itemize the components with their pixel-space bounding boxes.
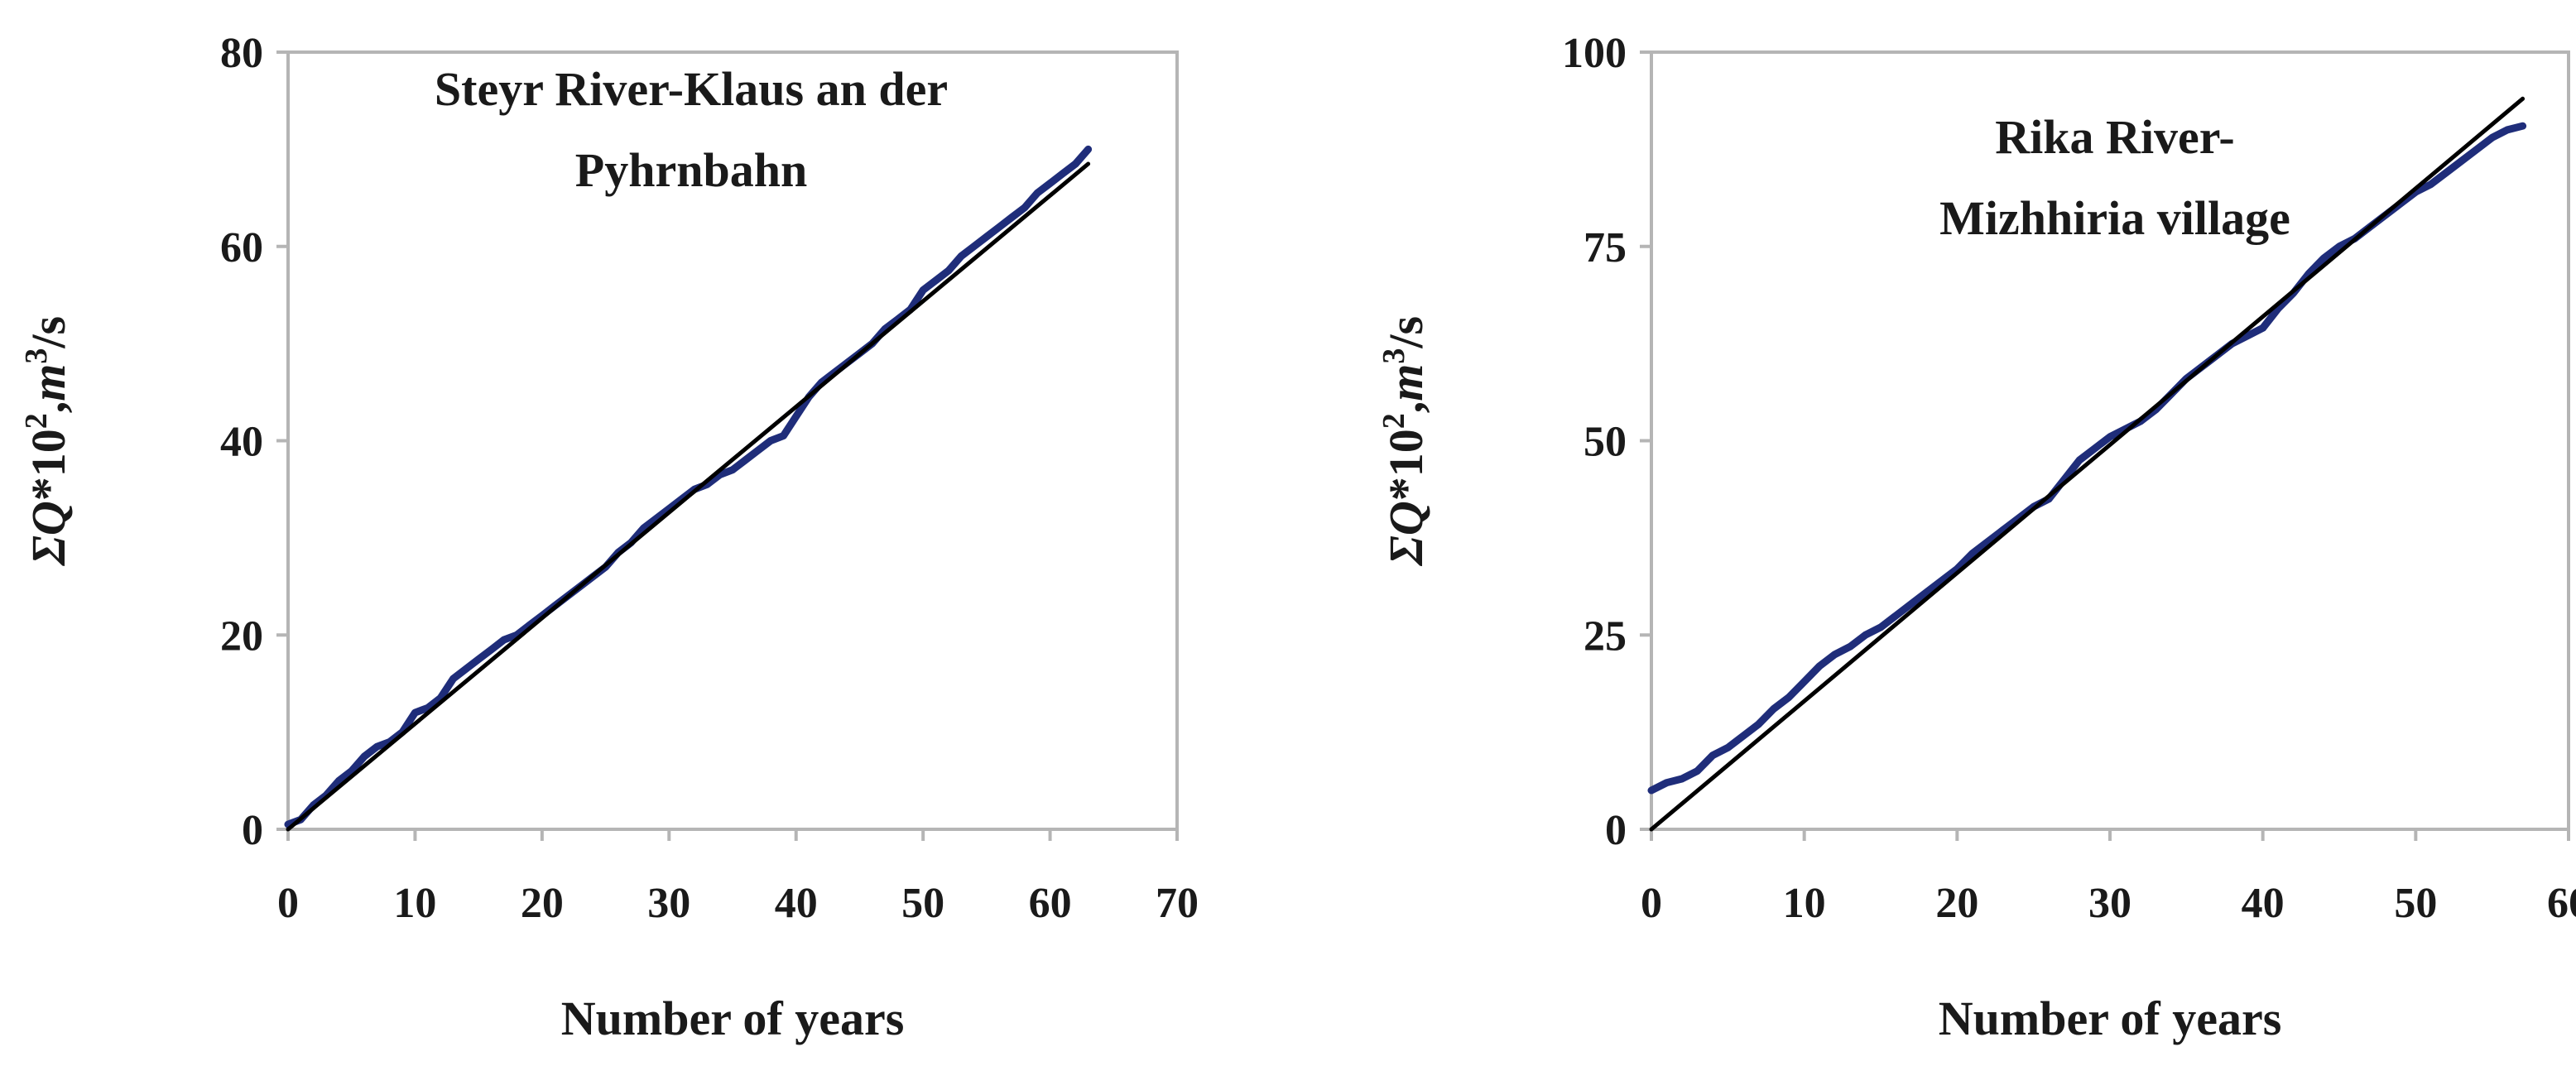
y-axis-title-part: /s: [1379, 316, 1433, 349]
y-axis-title-part: 3: [1377, 348, 1411, 364]
y-axis-title-part: ΣQ: [22, 501, 75, 566]
chart-title-line: Pyhrnbahn: [575, 143, 807, 197]
x-tick-label: 20: [521, 880, 564, 927]
x-tick-label: 40: [775, 880, 818, 927]
y-tick-label: 100: [1562, 30, 1627, 77]
x-tick-label: 10: [393, 880, 436, 927]
chart-title-line: Mizhhiria village: [1939, 191, 2290, 245]
x-tick-label: 0: [1641, 880, 1662, 927]
y-axis-title-part: *10: [22, 429, 75, 501]
y-tick-label: 25: [1584, 612, 1627, 660]
x-tick-label: 40: [2242, 880, 2285, 927]
chart-steyr-river: 0 20 40 60 80 0 10 20 30 40 50 60 70 Steyr River-Klau…: [19, 30, 1199, 1045]
y-tick-label: 20: [220, 612, 263, 660]
y-axis-title: ΣQ*102,m3/s: [19, 316, 75, 566]
x-tick-label: 60: [2547, 880, 2576, 927]
y-tick-label: 75: [1584, 224, 1627, 271]
y-tick-label: 60: [220, 224, 263, 271]
x-tick-label: 20: [1935, 880, 1978, 927]
y-tick-label: 0: [1605, 807, 1627, 854]
x-axis-title: Number of years: [1939, 992, 2282, 1045]
x-tick-label: 50: [901, 880, 944, 927]
y-axis-title-part: 3: [19, 348, 54, 364]
y-axis-title-part: 2: [19, 413, 54, 429]
trend-line: [286, 161, 1091, 832]
y-axis-title-part: m: [1379, 364, 1433, 401]
y-tick-label: 80: [220, 30, 263, 77]
chart-title-line: Rika River-: [1995, 110, 2234, 164]
x-tick-label: 60: [1029, 880, 1072, 927]
x-tick-label: 10: [1783, 880, 1826, 927]
y-axis-title-part: 2: [1377, 413, 1411, 429]
x-tick-label: 50: [2394, 880, 2437, 927]
cumulative-discharge-line: [284, 145, 1093, 828]
x-tick-label: 30: [647, 880, 690, 927]
y-tick-label: 0: [242, 807, 263, 854]
x-tick-label: 70: [1156, 880, 1199, 927]
chart-rika-river: 0 25 50 75 100 0 10 20 30 40 50 60 Rika River- Mizhhi…: [1377, 30, 2576, 1045]
y-axis-title-part: ,: [1379, 401, 1433, 414]
x-axis-title: Number of years: [561, 992, 905, 1045]
y-axis-title: ΣQ*102,m3/s: [1377, 316, 1433, 566]
chart-title-line: Steyr River-Klaus an der: [435, 62, 948, 116]
x-tick-label: 30: [2088, 880, 2131, 927]
trend-line: [1649, 96, 2526, 832]
x-tick-label: 0: [277, 880, 299, 927]
y-tick-label: 40: [220, 419, 263, 466]
y-axis-title-part: m: [22, 364, 75, 401]
y-tick-label: 50: [1584, 419, 1627, 466]
y-axis-title-part: /s: [22, 316, 75, 349]
y-axis-title-part: *10: [1379, 429, 1433, 501]
y-axis-title-part: ΣQ: [1379, 501, 1433, 566]
y-axis-title-part: ,: [22, 401, 75, 414]
